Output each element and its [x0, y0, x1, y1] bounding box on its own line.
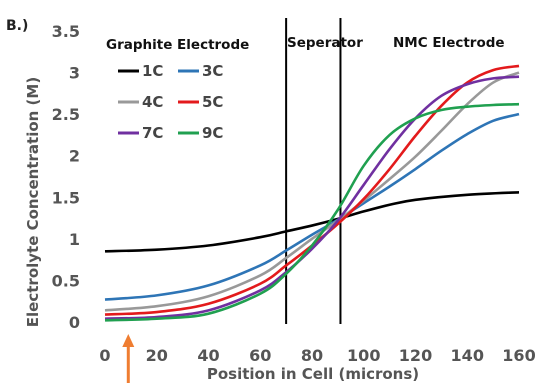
legend-label-5C: 5C	[202, 93, 223, 111]
x-tick-labels: 0 20 40 60 80 100 120 140 160	[99, 346, 535, 365]
region-label: Seperator	[287, 35, 363, 51]
y-tick-label: 3	[69, 64, 80, 83]
x-tick-label: 40	[197, 346, 219, 365]
x-tick-label: 140	[451, 346, 484, 365]
series-lines	[104, 64, 520, 322]
orange-arrow	[122, 334, 135, 383]
x-tick-label: 120	[399, 346, 432, 365]
legend-label-1C: 1C	[142, 62, 163, 80]
y-tick-label: 0	[69, 313, 80, 332]
y-tick-label: 0.5	[52, 271, 80, 290]
y-axis-label: Electrolyte Concentration (M)	[24, 77, 42, 327]
y-tick-label: 2.5	[52, 105, 80, 124]
x-tick-label: 20	[146, 346, 168, 365]
x-tick-label: 80	[301, 346, 323, 365]
x-tick-label: 100	[347, 346, 380, 365]
y-tick-label: 2	[69, 147, 80, 166]
legend: 1C 3C 4C 5C 7C 9C	[118, 62, 223, 142]
series-line-7C	[104, 75, 520, 320]
legend-label-3C: 3C	[202, 62, 223, 80]
y-tick-labels: 0 0.5 1 1.5 2 2.5 3 3.5	[52, 22, 80, 332]
legend-label-7C: 7C	[142, 124, 163, 142]
x-tick-label: 160	[502, 346, 535, 365]
region-label: Graphite Electrode	[106, 37, 249, 53]
region-labels: Graphite Electrode Seperator NMC Electrode	[106, 35, 505, 53]
x-tick-label: 60	[249, 346, 271, 365]
boundary-lines	[285, 18, 342, 324]
panel-label: B.)	[6, 18, 28, 34]
series-line-9C	[104, 102, 520, 322]
x-axis-label: Position in Cell (microns)	[207, 365, 419, 383]
y-tick-label: 3.5	[52, 22, 80, 41]
series-line-5C	[104, 64, 520, 316]
arrow-head	[122, 334, 135, 347]
region-label: NMC Electrode	[393, 35, 505, 51]
series-line-3C	[104, 112, 520, 301]
y-tick-label: 1	[69, 230, 80, 249]
series-line-1C	[104, 191, 520, 253]
x-tick-label: 0	[99, 346, 110, 365]
y-tick-label: 1.5	[52, 188, 80, 207]
legend-label-9C: 9C	[202, 124, 223, 142]
legend-label-4C: 4C	[142, 93, 163, 111]
